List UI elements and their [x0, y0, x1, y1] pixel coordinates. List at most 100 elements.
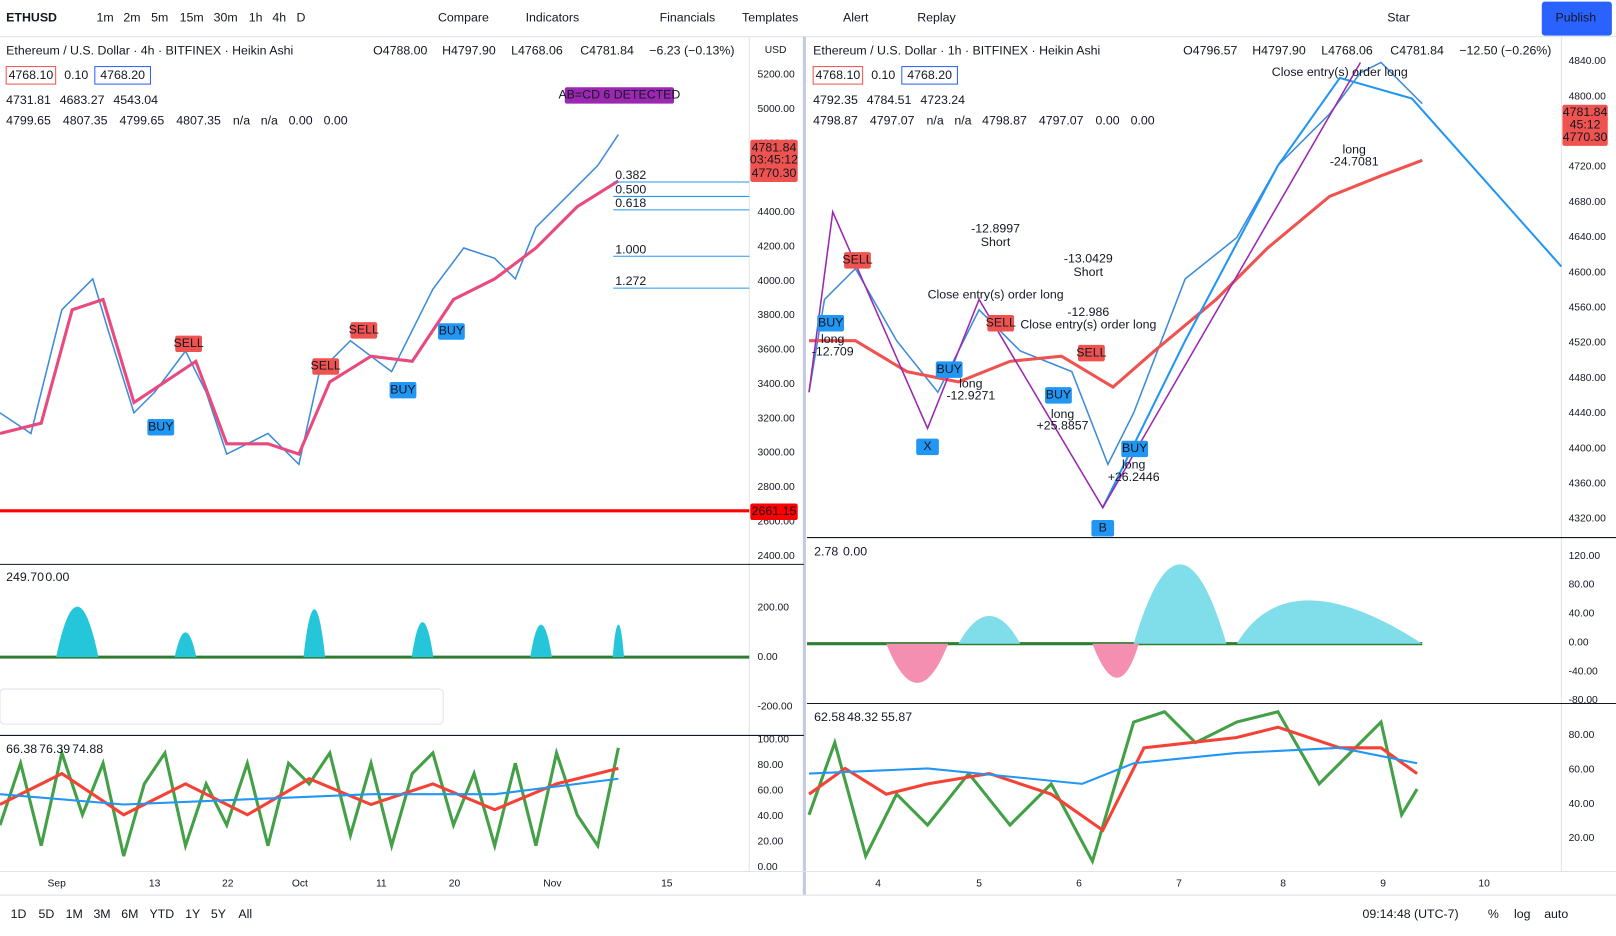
macd-area: [886, 643, 1139, 683]
scale-option[interactable]: auto: [1544, 907, 1568, 921]
rsi-tick: 40.00: [1569, 799, 1595, 810]
indicator-value: n/a: [261, 113, 278, 127]
interval[interactable]: D: [296, 10, 305, 24]
signal-bg: [817, 314, 845, 332]
indicator-value: 4807.35: [63, 113, 108, 127]
indicator-value: 4683.27: [60, 93, 105, 107]
scale-option[interactable]: %: [1488, 907, 1499, 921]
ohlc-value: H4797.90: [1252, 43, 1306, 57]
macd-tick: -40.00: [1569, 666, 1598, 677]
fib-level: 0.382: [615, 168, 646, 182]
signal-bg: [1078, 344, 1105, 362]
trade-annotation: Close entry(s) order long: [1020, 318, 1156, 332]
price-box: [5, 66, 57, 85]
trade-annotation: -12.8997: [971, 222, 1020, 236]
publish-button[interactable]: [1541, 1, 1612, 36]
macd-tick: 120.00: [1569, 551, 1601, 562]
level-tag: 2661.15: [752, 504, 797, 518]
moving-average: [0, 179, 620, 457]
toolbar-button[interactable]: Financials: [660, 10, 716, 24]
range-button[interactable]: 5D: [38, 907, 54, 921]
time-tick: 9: [1380, 879, 1386, 890]
interval[interactable]: 15m: [180, 10, 204, 24]
trade-annotation: long: [1122, 458, 1145, 472]
interval[interactable]: 1m: [97, 10, 114, 24]
pattern-label: AB=CD 6 DETECTED: [558, 88, 680, 102]
fib-level: 0.618: [615, 196, 646, 210]
scale-option[interactable]: log: [1514, 907, 1531, 921]
countdown-tag-bg: [750, 152, 798, 169]
countdown-tag: 45:12: [1570, 118, 1601, 132]
pattern-point: B: [1099, 521, 1107, 535]
price-tag: 4770.30: [1563, 130, 1608, 144]
interval[interactable]: 4h: [272, 10, 286, 24]
indicator-value: 0.00: [1096, 113, 1120, 127]
toolbar-button[interactable]: Templates: [742, 10, 798, 24]
price-box: [94, 66, 151, 85]
macd-tick: 80.00: [1569, 580, 1595, 591]
fib-level: 1.000: [615, 242, 646, 256]
fib-level: 1.272: [615, 274, 646, 288]
signal: BUY: [1122, 441, 1147, 455]
range-button[interactable]: 3M: [93, 907, 110, 921]
range-button[interactable]: 1Y: [185, 907, 200, 921]
price-tick: 4640.00: [1569, 232, 1606, 243]
price-box-value: 4768.20: [100, 68, 145, 82]
indicator-value: 4723.24: [920, 93, 965, 107]
rsi-tick: 0.00: [758, 862, 778, 873]
toolbar-button[interactable]: Indicators: [526, 10, 580, 24]
oscillator-area: [56, 606, 625, 658]
price-tick: 2800.00: [758, 482, 795, 493]
osc-tick: 200.00: [758, 602, 790, 613]
signal-bg: [935, 361, 963, 378]
toolbar-button[interactable]: Compare: [438, 10, 489, 24]
signal: SELL: [349, 323, 379, 337]
signal: SELL: [173, 336, 203, 350]
ohlc-value: −6.23 (−0.13%): [649, 43, 734, 57]
trade-annotation: long: [1051, 407, 1074, 421]
toolbar-button[interactable]: Replay: [917, 10, 956, 24]
time-tick: Nov: [543, 879, 562, 890]
range-button[interactable]: YTD: [149, 907, 174, 921]
range-button[interactable]: All: [238, 907, 252, 921]
pattern-point-bg: [1091, 520, 1115, 537]
interval[interactable]: 5m: [151, 10, 168, 24]
macd-tick: 40.00: [1569, 609, 1595, 620]
price-tag-bg: [750, 165, 798, 183]
trade-annotation: long: [959, 376, 982, 390]
trade-annotation: +25.8857: [1037, 419, 1089, 433]
range-button[interactable]: 5Y: [211, 907, 226, 921]
drawing-toolbar[interactable]: [0, 688, 444, 725]
time-tick: 10: [1478, 879, 1490, 890]
range-button[interactable]: 1M: [66, 907, 83, 921]
indicator-value: n/a: [233, 113, 250, 127]
toolbar-button[interactable]: Alert: [843, 10, 869, 24]
price-tick: 4720.00: [1569, 162, 1606, 173]
publish-label[interactable]: Publish: [1556, 10, 1597, 24]
rsi-value: 76.39: [39, 742, 70, 756]
price-tag: 4770.30: [752, 166, 797, 180]
ohlc-value: O4788.00: [373, 43, 427, 57]
trade-annotation: long: [821, 332, 844, 346]
layout-name[interactable]: Star: [1387, 10, 1410, 24]
interval[interactable]: 2m: [123, 10, 140, 24]
rsi-value: 66.38: [6, 742, 37, 756]
signal-bg: [844, 252, 871, 269]
pattern-label-bg: [564, 87, 675, 104]
range-button[interactable]: 6M: [121, 907, 138, 921]
indicator-value: 4798.87: [982, 113, 1027, 127]
rsi-tick: 100.00: [758, 734, 790, 745]
rsi-fast: [0, 747, 620, 857]
rsi-slow: [808, 746, 1418, 785]
interval[interactable]: 30m: [214, 10, 238, 24]
rsi-tick: 20.00: [758, 837, 784, 848]
indicator-value: 4792.35: [813, 93, 858, 107]
interval[interactable]: 1h: [249, 10, 263, 24]
range-button[interactable]: 1D: [11, 907, 27, 921]
trade-annotation: Close entry(s) order long: [928, 288, 1064, 302]
price-tick: 4200.00: [758, 241, 795, 252]
osc-tick: -200.00: [758, 701, 793, 712]
rsi-value: 74.88: [72, 742, 103, 756]
time-tick: 7: [1176, 879, 1182, 890]
